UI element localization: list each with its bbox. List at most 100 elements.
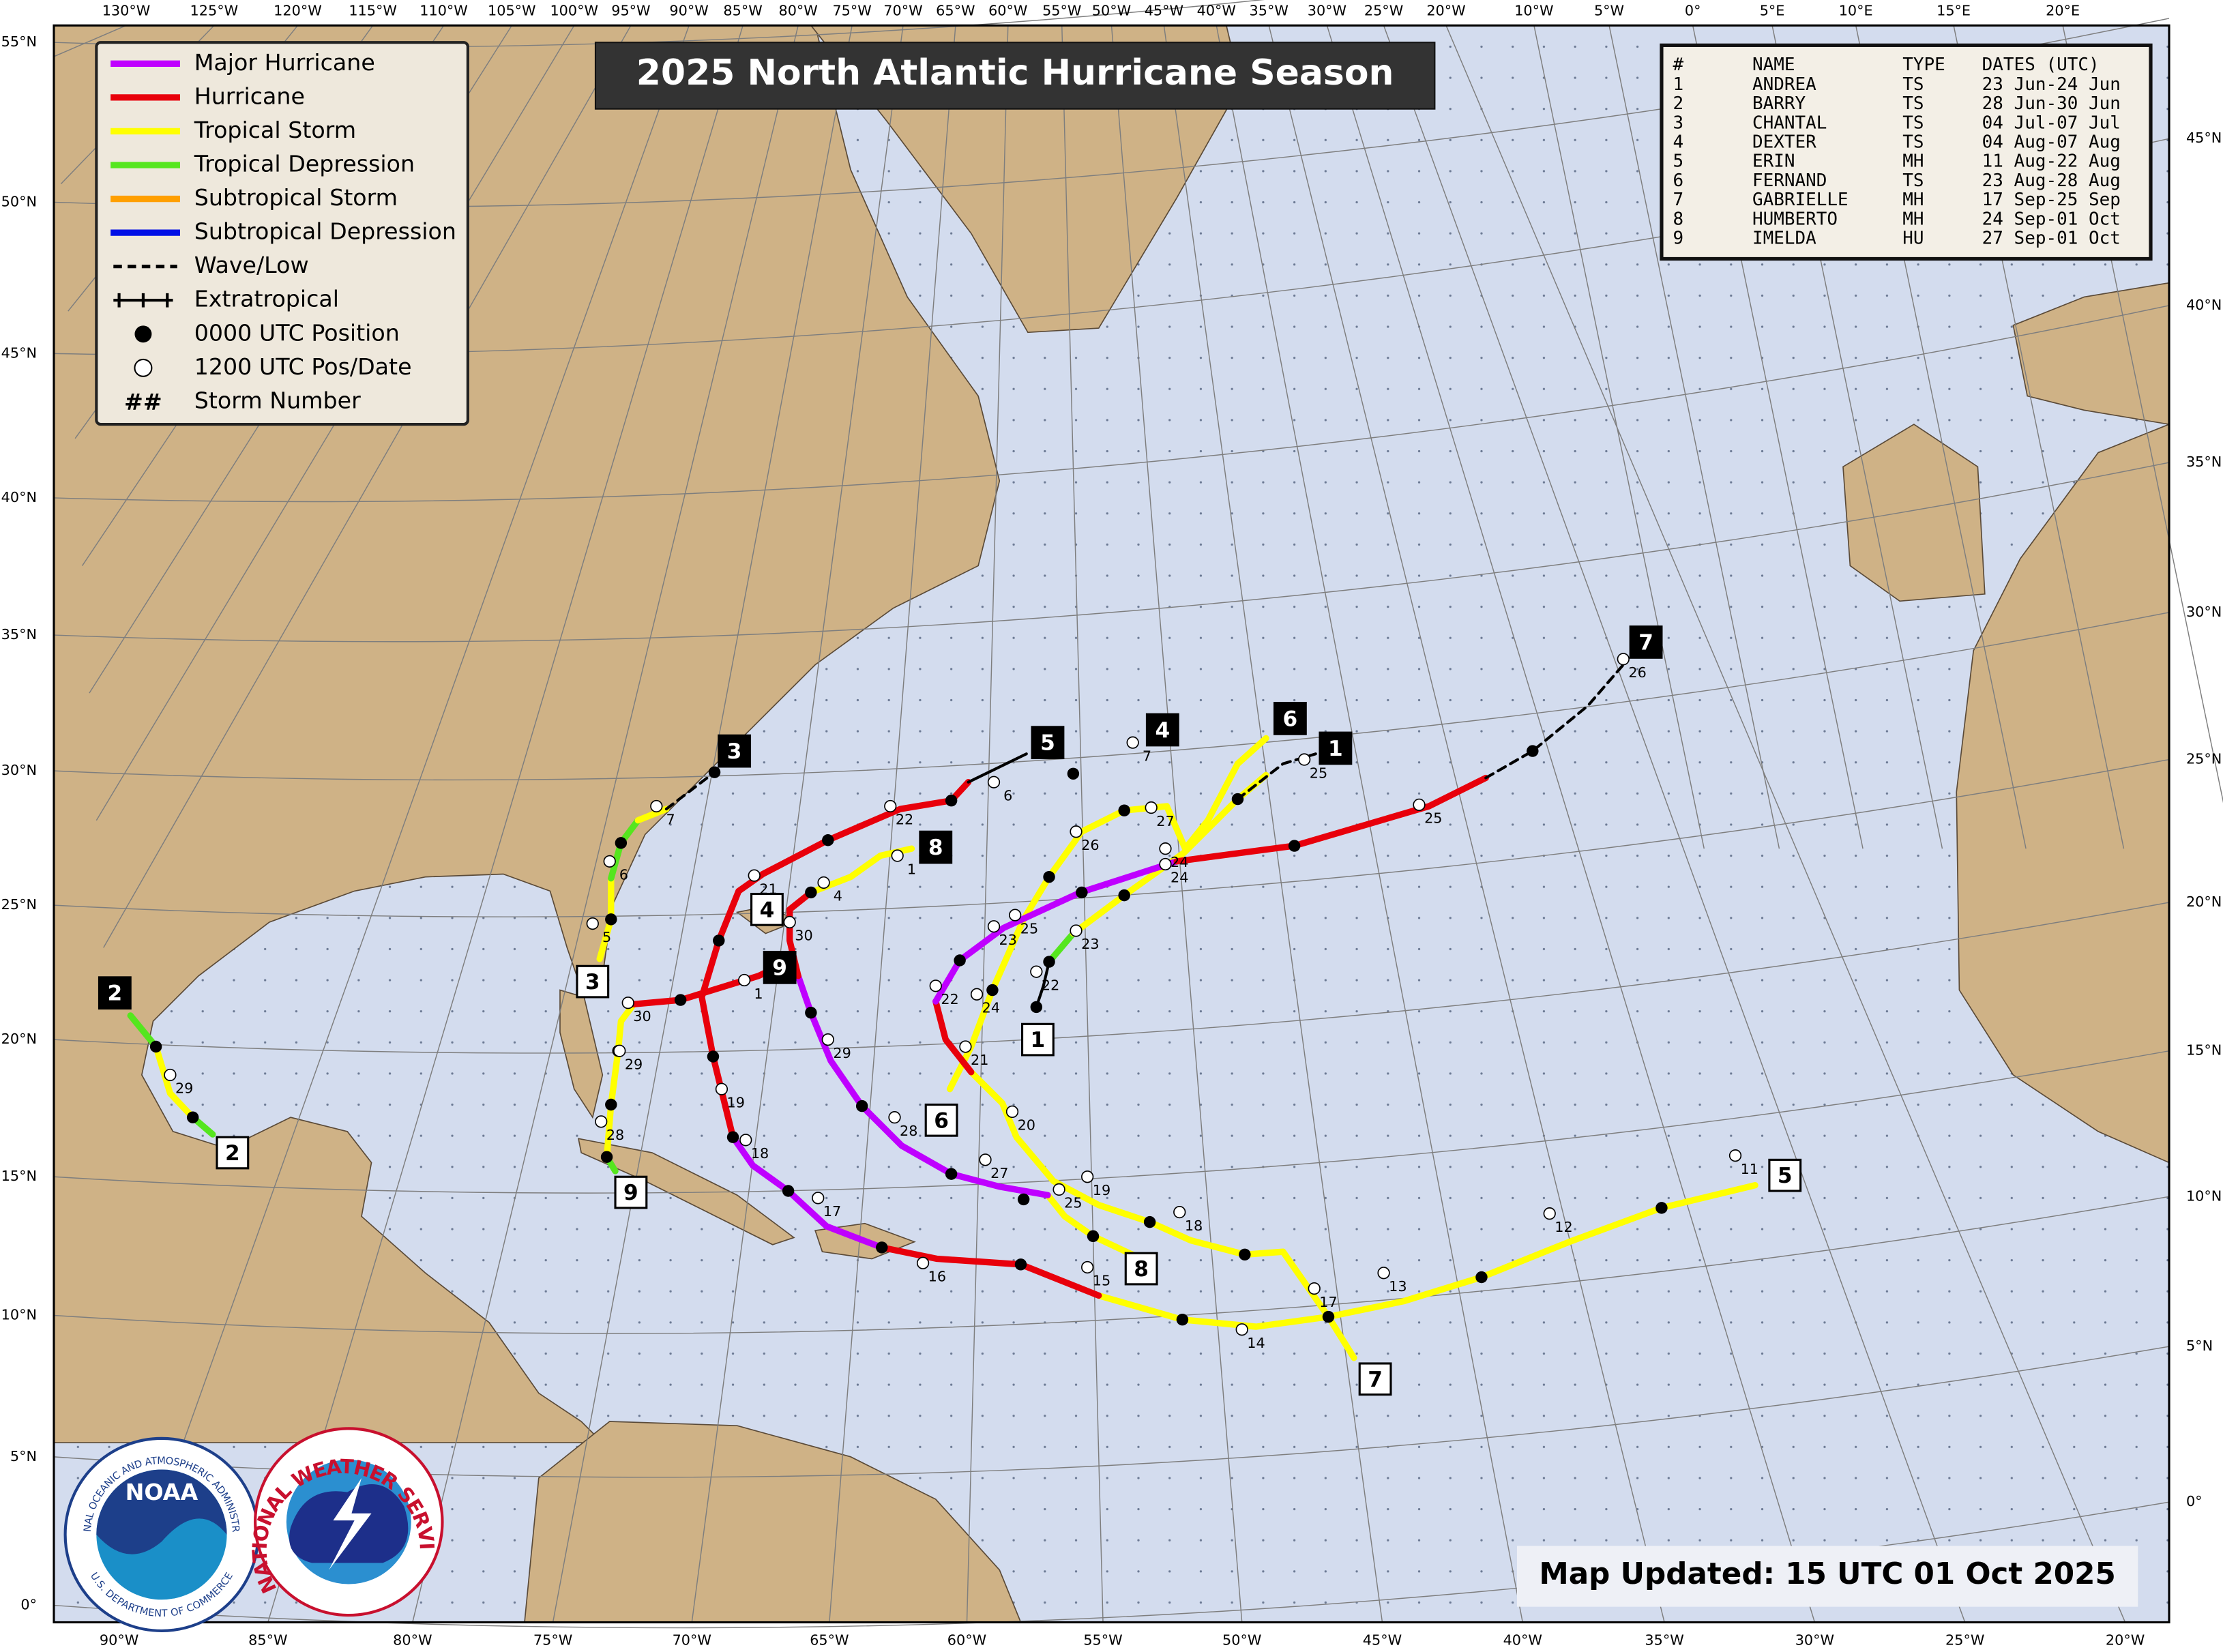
nws-bolt bbox=[329, 1477, 372, 1570]
meridian bbox=[1061, 25, 1104, 1623]
top-lon-label: 70°W bbox=[883, 3, 922, 19]
left-lat-label: 20°N bbox=[1, 1031, 37, 1047]
date-label: 23 bbox=[1081, 936, 1099, 952]
storm-number: 9 bbox=[772, 956, 787, 980]
legend-label: 1200 UTC Pos/Date bbox=[194, 353, 412, 380]
position-1200 bbox=[916, 1256, 930, 1269]
position-0000 bbox=[945, 794, 958, 807]
bottom-lon-label: 50°W bbox=[1222, 1632, 1261, 1648]
south-america bbox=[524, 1421, 1022, 1623]
position-0000 bbox=[186, 1111, 199, 1123]
storm-number: 2 bbox=[225, 1141, 240, 1166]
top-lon-label: 35°W bbox=[1250, 3, 1289, 19]
position-0000 bbox=[1076, 886, 1088, 899]
left-lat-label: 15°N bbox=[1, 1168, 37, 1184]
track-labels: 1122334455667788992976530292841226727262… bbox=[98, 625, 1802, 1396]
table-cell: 23 Aug-28 Aug bbox=[1982, 171, 2121, 191]
position-0000 bbox=[1322, 1310, 1335, 1323]
storm-number: 6 bbox=[1283, 707, 1298, 731]
date-label: 20 bbox=[1018, 1117, 1035, 1134]
position-1200 bbox=[1052, 1183, 1065, 1196]
track-segment bbox=[1046, 930, 1077, 965]
parallel bbox=[53, 612, 2170, 781]
storm-number: 5 bbox=[1040, 731, 1055, 756]
storm-number-box bbox=[718, 734, 752, 768]
table-cell: TS bbox=[1902, 171, 1924, 191]
top-lon-label: 75°W bbox=[832, 3, 871, 19]
nws-cloud bbox=[289, 1484, 409, 1563]
position-0000 bbox=[615, 837, 628, 849]
date-label: 26 bbox=[1628, 664, 1646, 681]
position-1200 bbox=[812, 1192, 825, 1205]
meridian bbox=[1163, 25, 1383, 1623]
bottom-lon-label: 20°W bbox=[2106, 1632, 2145, 1648]
table-cell: 9 bbox=[1673, 228, 1684, 249]
table-cell: 04 Aug-07 Aug bbox=[1982, 132, 2121, 153]
position-1200 bbox=[884, 799, 897, 813]
left-lat-label: 45°N bbox=[1, 344, 37, 361]
right-lat-label: 30°N bbox=[2186, 604, 2222, 620]
parallel bbox=[53, 305, 2170, 503]
track-segment bbox=[634, 806, 670, 824]
position-0000 bbox=[605, 1098, 617, 1111]
top-lon-label: 125°W bbox=[190, 3, 239, 19]
date-label: 24 bbox=[982, 1000, 1000, 1016]
top-lon-label: 45°W bbox=[1145, 3, 1183, 19]
date-label: 21 bbox=[971, 1052, 988, 1068]
storm-number: 8 bbox=[928, 836, 943, 860]
top-lon-label: 115°W bbox=[349, 3, 397, 19]
date-label: 16 bbox=[928, 1269, 946, 1285]
date-label: 17 bbox=[823, 1203, 841, 1220]
updated-text: Map Updated: 15 UTC 01 Oct 2025 bbox=[1539, 1557, 2116, 1591]
position-1200 bbox=[603, 855, 616, 868]
table-cell: 27 Sep-01 Oct bbox=[1982, 228, 2121, 249]
date-label: 25 bbox=[1310, 765, 1327, 781]
storm-number: 1 bbox=[1031, 1028, 1046, 1052]
table-cell: TS bbox=[1902, 132, 1924, 153]
legend-symbol: ## bbox=[124, 389, 162, 415]
position-0000 bbox=[1043, 870, 1055, 883]
table-cell: 11 Aug-22 Aug bbox=[1982, 151, 2121, 172]
table-cell: ANDREA bbox=[1752, 74, 1816, 95]
position-1200 bbox=[1159, 842, 1172, 855]
meridian bbox=[1268, 25, 1665, 1623]
legend-swatch bbox=[134, 358, 153, 377]
top-lon-label: 20°E bbox=[2046, 3, 2080, 19]
date-label: 19 bbox=[726, 1094, 744, 1110]
storm-number: 4 bbox=[760, 898, 775, 922]
meridian bbox=[53, 25, 127, 57]
storm-number: 2 bbox=[108, 982, 123, 1006]
parallel bbox=[53, 1050, 2170, 1194]
date-label: 17 bbox=[1319, 1294, 1337, 1310]
bottom-lon-label: 75°W bbox=[533, 1632, 572, 1648]
storm-number-box bbox=[1629, 625, 1663, 659]
top-lon-label: 100°W bbox=[550, 3, 598, 19]
storm-number-box bbox=[1145, 713, 1179, 747]
position-1200 bbox=[586, 917, 599, 930]
position-1200 bbox=[970, 988, 984, 1001]
date-label: 25 bbox=[1020, 920, 1038, 936]
meridian bbox=[966, 25, 1009, 1623]
top-lon-label: 90°W bbox=[669, 3, 708, 19]
position-1200 bbox=[821, 1033, 834, 1046]
meridian bbox=[1326, 25, 1816, 1623]
position-1200 bbox=[1081, 1170, 1094, 1183]
top-lon-label: 15°E bbox=[1937, 3, 1971, 19]
position-0000 bbox=[986, 984, 999, 997]
meridian bbox=[1533, 25, 1705, 849]
storm-number-box bbox=[1273, 702, 1307, 735]
date-label: 21 bbox=[759, 881, 777, 897]
date-label: 18 bbox=[1185, 1218, 1203, 1234]
position-0000 bbox=[605, 913, 617, 926]
storm-number-box bbox=[614, 1175, 648, 1209]
date-label: 7 bbox=[1143, 748, 1151, 764]
position-0000 bbox=[1017, 1193, 1030, 1206]
table-cell: MH bbox=[1902, 190, 1924, 210]
position-0000 bbox=[782, 1185, 795, 1197]
date-label: 6 bbox=[1003, 787, 1012, 803]
noaa-text: NOAA bbox=[126, 1479, 198, 1505]
track-segment bbox=[1095, 1182, 1758, 1330]
table-cell: 4 bbox=[1673, 132, 1684, 153]
storm-number: 7 bbox=[1368, 1368, 1383, 1392]
position-1200 bbox=[888, 1111, 901, 1124]
